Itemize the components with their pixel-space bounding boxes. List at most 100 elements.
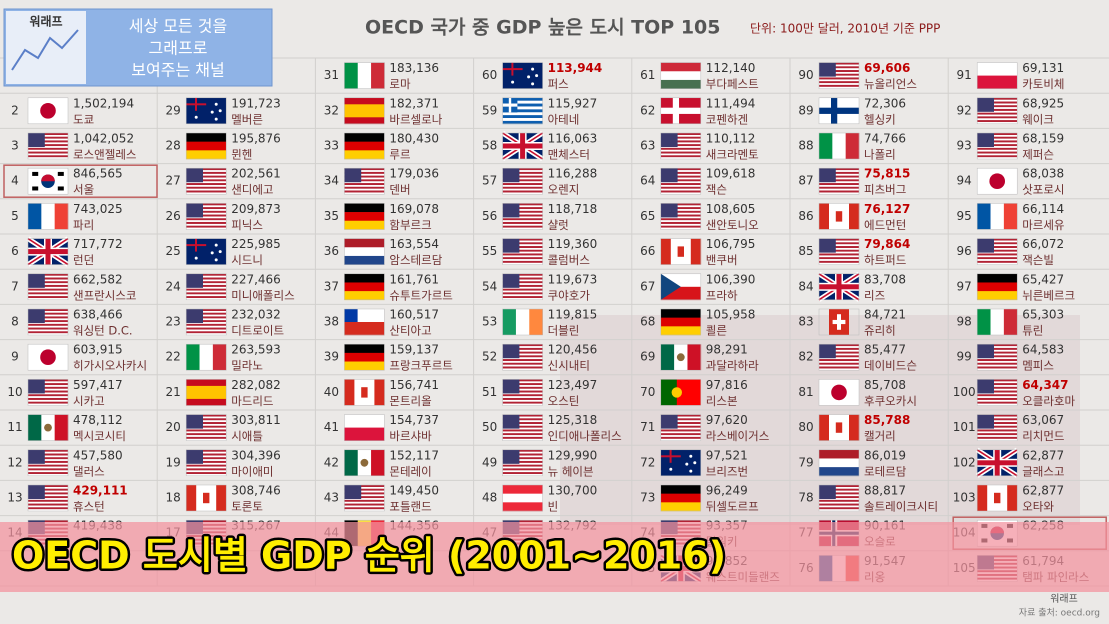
flag-part (28, 468, 68, 471)
flag-part (502, 277, 543, 280)
flag-part (977, 433, 1018, 436)
flag-part (502, 173, 543, 176)
flag-border (344, 379, 385, 406)
flag-part (660, 433, 701, 436)
flag-part (186, 433, 227, 436)
flag-part (344, 220, 385, 230)
flag-border (502, 62, 543, 89)
flag-part (344, 177, 385, 180)
gdp-value: 86,019 (864, 448, 906, 462)
flag-part (819, 242, 859, 245)
city-name: 부다페스트 (706, 77, 759, 91)
flag-part (819, 75, 859, 78)
city-cell: 82 85,477 데이비드슨 (798, 343, 917, 373)
flag (976, 97, 1018, 125)
city-cell: 66 106,795 밴쿠버 (640, 237, 755, 267)
flag-part (186, 296, 227, 299)
city-name: 뒤셀도르프 (706, 500, 759, 514)
flag-part (344, 212, 385, 222)
flag (344, 343, 385, 371)
city-name: 잭슨 (706, 183, 727, 197)
flag-part (502, 143, 543, 149)
city-cell: 85 79,864 하트퍼드 (798, 237, 910, 267)
flag-part (660, 203, 678, 218)
flag-part (28, 296, 68, 299)
flag-border (818, 449, 860, 477)
flag (185, 379, 227, 406)
gdp-value: 68,925 (1022, 96, 1064, 110)
flag-part (502, 399, 543, 402)
flag-part (344, 110, 385, 118)
flag-part (502, 175, 543, 178)
flag-part (186, 385, 227, 393)
flag-part (819, 244, 859, 247)
flag-part (977, 62, 1018, 76)
city-cell: 48 130,700 빈 (482, 484, 597, 514)
flag-part (502, 183, 543, 186)
city-name: 프라하 (706, 288, 738, 302)
flag-part (987, 485, 998, 511)
flag-part (832, 133, 846, 159)
flag-part (660, 133, 701, 135)
gdp-value: 120,456 (548, 343, 598, 357)
flag (660, 273, 702, 301)
flag (344, 132, 385, 160)
flag-part (977, 414, 1018, 417)
flag-part (819, 262, 859, 265)
flag-part (361, 387, 368, 398)
flag-border (502, 414, 543, 441)
flag-part (977, 368, 1018, 371)
city-name: 더블린 (548, 324, 580, 338)
flag (976, 414, 1018, 441)
flag (660, 449, 702, 477)
city-name: 뉴올리언스 (864, 77, 917, 91)
flag-part (28, 281, 68, 284)
flag-part (977, 140, 1018, 143)
flag-part (502, 396, 543, 399)
flag-part (28, 399, 68, 402)
flag-part (344, 203, 385, 213)
flag-part (28, 394, 68, 397)
flag (975, 447, 1019, 478)
rank: 73 (640, 491, 655, 505)
flag-part (28, 453, 68, 456)
flag-part (977, 242, 1018, 245)
flag-part (186, 379, 227, 387)
flag-part (977, 255, 1018, 258)
flag-part (218, 250, 222, 254)
flag (502, 167, 543, 195)
flag-part (660, 62, 701, 72)
footer-name: 워래프 (1050, 592, 1078, 605)
flag-part (344, 505, 385, 508)
flag-part (186, 322, 227, 325)
city-cell: 18 308,746 토론토 (166, 484, 281, 514)
flag-border (976, 484, 1018, 512)
flag-part (186, 455, 227, 458)
flag-part (186, 422, 227, 425)
flag-part (186, 214, 227, 217)
city-cell: 59 115,927 아테네 (482, 96, 597, 126)
rank: 86 (798, 209, 813, 223)
rank: 52 (482, 350, 497, 364)
flag-part (660, 238, 672, 265)
flag-part (186, 314, 227, 317)
city-cell: 11 478,112 멕시코시티 (7, 413, 126, 443)
flag-part (502, 238, 520, 253)
flag (344, 308, 385, 336)
flag-part (28, 275, 68, 278)
flag-border (27, 97, 69, 125)
flag-part (660, 71, 701, 81)
gdp-value: 85,708 (864, 378, 906, 392)
rank: 54 (482, 279, 497, 293)
flag-part (819, 168, 836, 183)
rank: 53 (482, 315, 497, 329)
city-name: 함부르크 (389, 218, 431, 232)
gdp-value: 156,741 (389, 378, 439, 392)
city-cell: 90 69,606 뉴올리언스 (798, 61, 917, 91)
flag-part (502, 283, 543, 286)
flag (976, 484, 1018, 512)
subtitle: 단위: 100만 달러, 2010년 기준 PPP (750, 22, 940, 36)
gdp-value: 478,112 (73, 413, 123, 427)
flag-part (502, 207, 543, 210)
flag-border (185, 132, 227, 160)
